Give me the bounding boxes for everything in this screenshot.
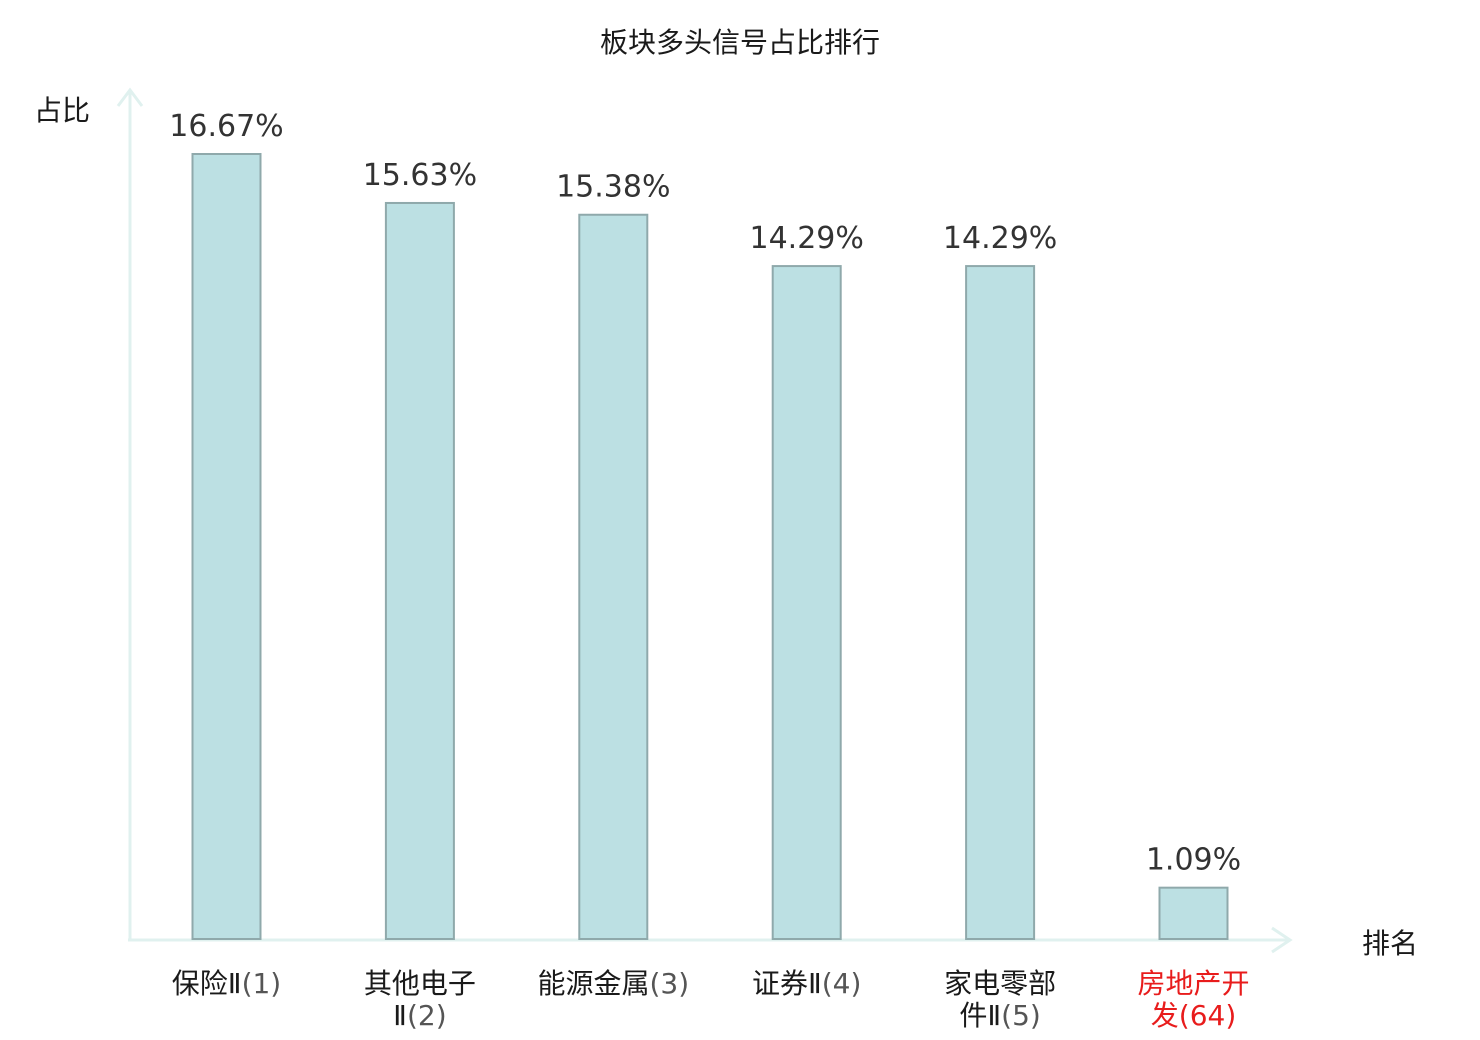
category-name: 其他电子 bbox=[364, 967, 476, 1000]
y-axis-label: 占比 bbox=[34, 94, 90, 127]
bar-value-label: 1.09% bbox=[1146, 843, 1241, 878]
category-rank: (64) bbox=[1179, 999, 1236, 1032]
category-label: 保险Ⅱ(1) bbox=[172, 967, 281, 1000]
category-rank: (1) bbox=[242, 967, 282, 1000]
y-axis-arrow-icon bbox=[116, 87, 144, 107]
bar-value-label: 15.38% bbox=[556, 170, 670, 205]
bar-value-label: 16.67% bbox=[169, 109, 283, 144]
bar bbox=[965, 265, 1036, 941]
chart-title: 板块多头信号占比排行 bbox=[600, 26, 880, 59]
category-name: 发 bbox=[1151, 999, 1179, 1032]
bar bbox=[578, 213, 649, 941]
category-label: 其他电子 bbox=[364, 967, 476, 1000]
bar-value-label: 14.29% bbox=[750, 221, 864, 256]
x-axis-label: 排名 bbox=[1362, 927, 1418, 960]
category-name: 保险Ⅱ bbox=[172, 967, 242, 1000]
bar bbox=[1158, 886, 1229, 940]
bar bbox=[191, 153, 262, 940]
category-label: Ⅱ(2) bbox=[393, 999, 446, 1032]
category-name: 房地产开 bbox=[1137, 967, 1249, 1000]
category-rank: (5) bbox=[1001, 999, 1041, 1032]
category-name: 家电零部 bbox=[944, 967, 1056, 1000]
category-rank: (4) bbox=[822, 967, 862, 1000]
bars-group bbox=[191, 153, 1229, 941]
category-name: 件Ⅱ bbox=[959, 999, 1001, 1032]
category-label: 家电零部 bbox=[944, 967, 1056, 1000]
category-rank: (3) bbox=[649, 967, 689, 1000]
category-name: 能源金属 bbox=[537, 967, 649, 1000]
value-labels-group: 16.67% 15.63% 15.38% 14.29% 14.29% 1.09% bbox=[169, 109, 1241, 878]
category-label: 能源金属(3) bbox=[537, 967, 689, 1000]
bar-value-label: 14.29% bbox=[943, 221, 1057, 256]
category-label: 房地产开 bbox=[1137, 967, 1249, 1000]
x-axis-arrow-icon bbox=[1271, 926, 1293, 954]
category-label: 发(64) bbox=[1151, 999, 1237, 1032]
category-label: 证券Ⅱ(4) bbox=[752, 967, 861, 1000]
category-name: Ⅱ bbox=[393, 999, 407, 1032]
bar bbox=[771, 265, 842, 941]
category-label: 件Ⅱ(5) bbox=[959, 999, 1040, 1032]
category-rank: (2) bbox=[407, 999, 447, 1032]
bar bbox=[384, 201, 455, 941]
category-name: 证券Ⅱ bbox=[752, 967, 822, 1000]
bar-value-label: 15.63% bbox=[363, 158, 477, 193]
